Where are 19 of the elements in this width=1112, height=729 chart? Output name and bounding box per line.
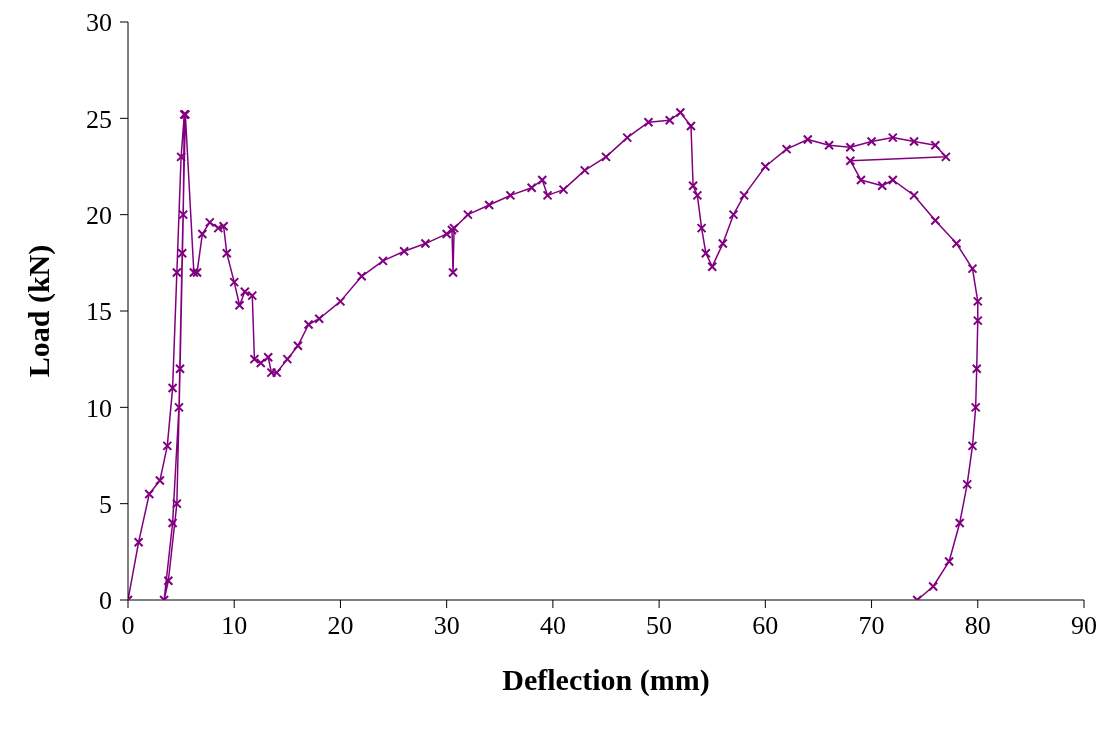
x-tick-label: 70: [858, 611, 885, 641]
y-tick-label: 15: [86, 297, 112, 327]
x-tick-label: 30: [433, 611, 460, 641]
x-tick-label: 40: [539, 611, 566, 641]
x-tick-label: 10: [221, 611, 248, 641]
x-tick-label: 90: [1071, 611, 1097, 641]
y-tick-label: 20: [86, 200, 112, 230]
x-tick-label: 60: [752, 611, 779, 641]
x-tick-label: 80: [964, 611, 991, 641]
x-tick-label: 50: [646, 611, 673, 641]
x-axis-title: Deflection (mm): [502, 663, 710, 697]
y-axis-title: Load (kN): [21, 244, 56, 378]
y-tick-label: 30: [86, 8, 112, 38]
x-tick-label: 0: [121, 611, 135, 641]
x-tick-label: 20: [327, 611, 354, 641]
y-tick-label: 5: [99, 489, 112, 519]
y-tick-label: 25: [86, 104, 112, 134]
y-tick-label: 0: [99, 586, 112, 616]
y-tick-label: 10: [86, 393, 112, 423]
